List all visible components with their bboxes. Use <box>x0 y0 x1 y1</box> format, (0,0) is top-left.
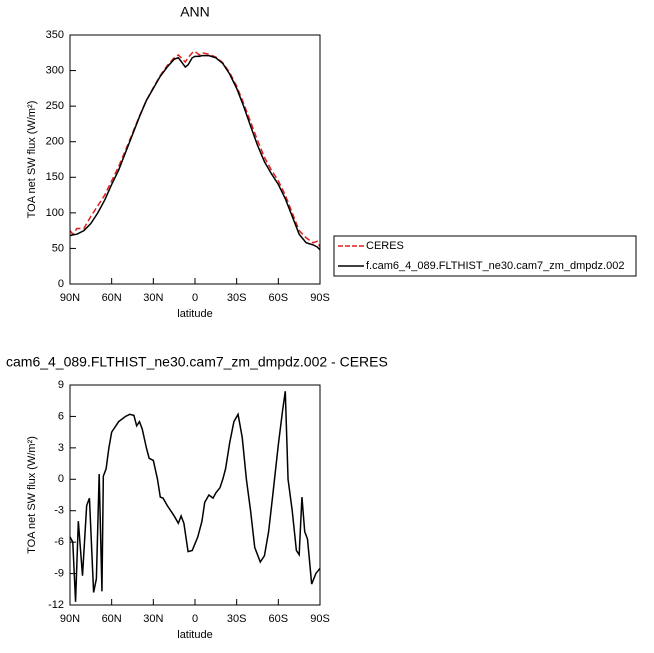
y-tick-label: 350 <box>46 29 64 41</box>
x-tick-label: 30S <box>227 613 247 625</box>
x-axis-label: latitude <box>177 629 212 641</box>
y-tick-label: 0 <box>58 473 64 485</box>
x-tick-label: 60N <box>102 613 122 625</box>
x-tick-label: 60S <box>269 613 289 625</box>
y-tick-label: -9 <box>54 567 64 579</box>
data-line <box>69 54 321 251</box>
y-tick-label: 100 <box>46 207 64 219</box>
chart-title: cam6_4_089.FLTHIST_ne30.cam7_zm_dmpdz.00… <box>6 354 388 370</box>
x-tick-label: 60S <box>269 292 289 304</box>
y-tick-label: -12 <box>48 599 64 611</box>
legend-label: f.cam6_4_089.FLTHIST_ne30.cam7_zm_dmpdz.… <box>366 260 624 272</box>
y-tick-label: 200 <box>46 136 64 148</box>
y-tick-label: 9 <box>58 379 64 391</box>
legend-label: CERES <box>366 240 404 252</box>
y-tick-label: -6 <box>54 536 64 548</box>
x-tick-label: 0 <box>192 292 198 304</box>
y-tick-label: 250 <box>46 100 64 112</box>
x-tick-label: 90S <box>310 613 330 625</box>
x-tick-label: 0 <box>192 613 198 625</box>
plot-frame <box>69 384 321 606</box>
x-tick-label: 30N <box>143 613 163 625</box>
y-tick-label: 6 <box>58 410 64 422</box>
y-tick-label: 300 <box>46 64 64 76</box>
y-tick-label: 150 <box>46 171 64 183</box>
x-tick-label: 90S <box>310 292 330 304</box>
y-axis-label: TOA net SW flux (W/m²) <box>26 101 38 219</box>
data-line <box>69 50 321 248</box>
y-tick-label: -3 <box>54 505 64 517</box>
x-tick-label: 90N <box>60 613 80 625</box>
x-axis-label: latitude <box>177 308 212 320</box>
y-tick-label: 3 <box>58 442 64 454</box>
x-tick-label: 60N <box>102 292 122 304</box>
chart-title: ANN <box>180 4 210 20</box>
x-tick-label: 30N <box>143 292 163 304</box>
plot-frame <box>69 34 321 285</box>
x-tick-label: 30S <box>227 292 247 304</box>
x-tick-label: 90N <box>60 292 80 304</box>
data-line <box>69 391 321 602</box>
y-tick-label: 50 <box>52 242 64 254</box>
y-axis-label: TOA net SW flux (W/m²) <box>26 436 38 554</box>
y-tick-label: 0 <box>58 278 64 290</box>
legend-box <box>333 235 637 277</box>
